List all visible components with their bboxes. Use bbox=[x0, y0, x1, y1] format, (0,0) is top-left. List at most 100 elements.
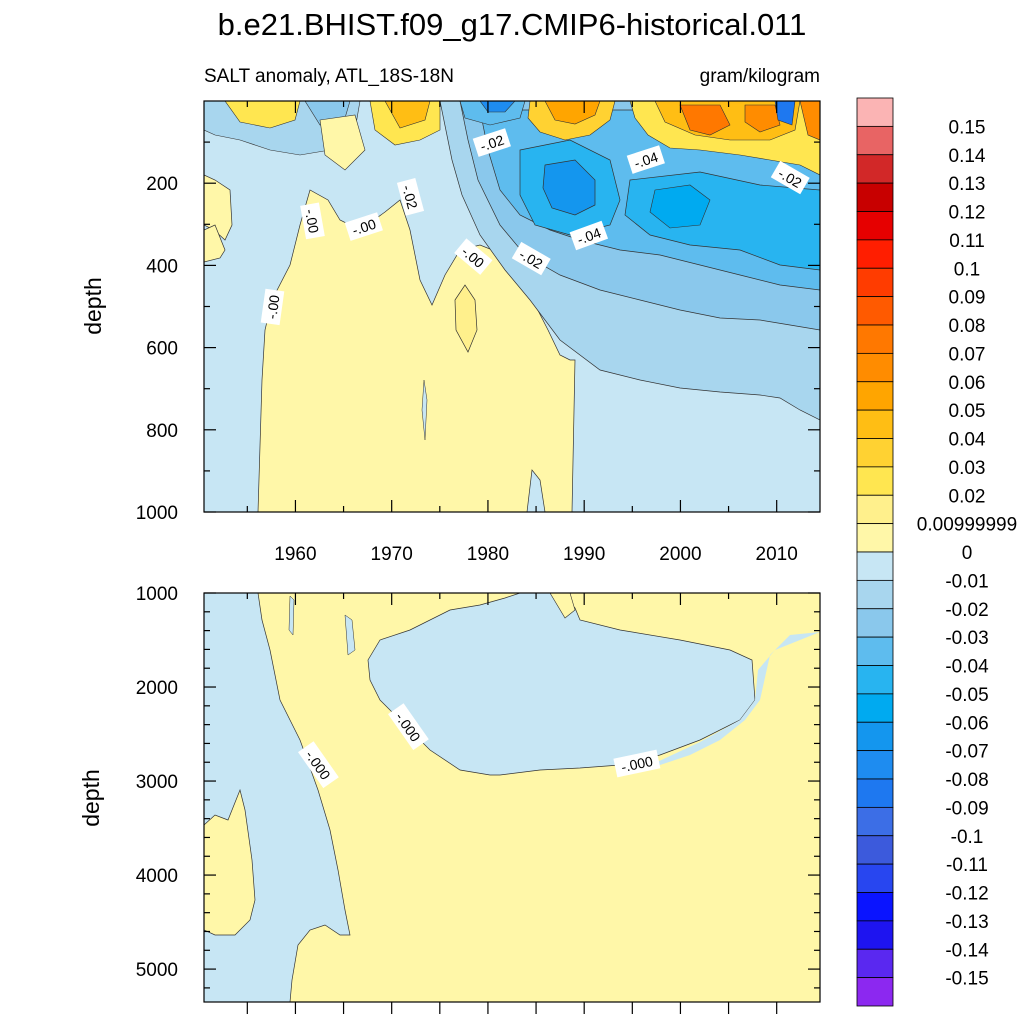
svg-text:-.04: -.04 bbox=[575, 224, 603, 247]
colorbar-label: 0.07 bbox=[949, 344, 986, 365]
colorbar-swatch bbox=[856, 182, 894, 212]
bottom-neg-thin bbox=[288, 595, 295, 636]
colorbar-label: 0.1 bbox=[954, 259, 980, 280]
colorbar-label: 0.05 bbox=[949, 401, 986, 422]
colorbar-swatch bbox=[856, 409, 894, 439]
colorbar-label: -0.03 bbox=[945, 628, 988, 649]
svg-text:-.04: -.04 bbox=[632, 149, 660, 172]
x-tick-label: 1970 bbox=[371, 544, 413, 565]
colorbar-swatch bbox=[856, 97, 894, 127]
colorbar-swatch bbox=[856, 977, 894, 1007]
top-y-axis: 200 400 600 800 1000 bbox=[136, 141, 820, 524]
colorbar-swatch bbox=[856, 665, 894, 695]
contour-label: -.00 bbox=[300, 202, 325, 240]
y-tick-label: 3000 bbox=[136, 772, 178, 793]
colorbar-swatch bbox=[856, 125, 894, 156]
svg-text:-.00: -.00 bbox=[263, 294, 282, 320]
bottom-plot-frame bbox=[203, 592, 821, 1003]
top-small-positive-blob bbox=[454, 284, 478, 353]
y-tick-label: 600 bbox=[146, 339, 178, 360]
svg-text:-.02: -.02 bbox=[478, 132, 506, 155]
x-tick-label: 1960 bbox=[274, 544, 316, 565]
colorbar-swatch bbox=[856, 721, 894, 752]
colorbar-swatch bbox=[856, 636, 894, 666]
colorbar-label: -0.01 bbox=[945, 571, 988, 592]
top-neg-core-1-inner bbox=[542, 159, 596, 216]
colorbar-swatch bbox=[856, 381, 894, 411]
colorbar-label: 0.15 bbox=[949, 117, 986, 138]
x-tick-label: 2010 bbox=[756, 544, 798, 565]
colorbar-swatch bbox=[856, 267, 894, 298]
bottom-y-axis-label: depth bbox=[78, 769, 104, 827]
colorbar-label: -0.13 bbox=[945, 912, 988, 933]
bottom-pos-left-patch bbox=[204, 788, 256, 936]
colorbar-label: -0.15 bbox=[945, 969, 988, 990]
y-tick-label: 200 bbox=[146, 174, 178, 195]
top-surface-pos-2d bbox=[744, 104, 781, 133]
x-tick-label: 2000 bbox=[659, 544, 701, 565]
colorbar-label: 0.00999999 bbox=[917, 515, 1017, 536]
colorbar-label: 0.06 bbox=[949, 373, 986, 394]
y-tick-label: 800 bbox=[146, 421, 178, 442]
colorbar-swatch bbox=[856, 693, 894, 723]
contour-label: -.04 bbox=[626, 145, 665, 174]
colorbar-swatch bbox=[856, 239, 894, 269]
colorbar-label: -0.05 bbox=[945, 685, 988, 706]
top-positive-region bbox=[257, 189, 576, 512]
colorbar-label: 0.02 bbox=[949, 486, 986, 507]
top-negative-patch bbox=[526, 469, 546, 512]
colorbar-swatch bbox=[856, 466, 894, 496]
colorbar-label: -0.09 bbox=[945, 798, 988, 819]
svg-text:-.00: -.00 bbox=[350, 216, 378, 239]
top-contour-plot bbox=[204, 101, 820, 512]
y-tick-label: 4000 bbox=[136, 866, 178, 887]
top-surface-pos-3b bbox=[384, 101, 431, 129]
colorbar-label: 0.04 bbox=[949, 430, 986, 451]
colorbar-label: -0.07 bbox=[945, 742, 988, 763]
bottom-x-axis bbox=[246, 593, 778, 1014]
colorbar-swatch bbox=[856, 778, 894, 808]
colorbar-label: 0.11 bbox=[949, 231, 985, 252]
contour-label: -.04 bbox=[569, 220, 609, 251]
svg-text:-.000: -.000 bbox=[620, 753, 655, 775]
top-surface-pos-5 bbox=[319, 114, 366, 171]
contour-label: -.02 bbox=[472, 128, 511, 157]
colorbar-swatch bbox=[856, 352, 894, 383]
colorbar-swatch bbox=[856, 863, 894, 893]
colorbar-label: -0.06 bbox=[945, 713, 988, 734]
top-surface-pos-4 bbox=[224, 101, 301, 129]
colorbar-swatch bbox=[856, 608, 894, 638]
contour-label: -.00 bbox=[260, 288, 285, 326]
colorbar-swatch bbox=[856, 948, 894, 979]
y-tick-label: 2000 bbox=[136, 678, 178, 699]
bottom-y-axis: 1000 2000 3000 4000 5000 bbox=[136, 584, 820, 989]
top-subtitle-right: gram/kilogram bbox=[700, 66, 820, 87]
top-surface-pos-1b bbox=[544, 101, 601, 125]
colorbar-swatch bbox=[856, 154, 894, 184]
y-tick-label: 400 bbox=[146, 256, 178, 277]
colorbar-swatch bbox=[856, 296, 894, 326]
y-tick-label: 1000 bbox=[136, 584, 178, 605]
top-left-positive-patch bbox=[204, 174, 233, 241]
colorbar-label: 0.09 bbox=[949, 288, 986, 309]
top-x-axis: 1960 1970 1980 1990 2000 2010 bbox=[246, 101, 798, 565]
colorbar-label: 0.12 bbox=[949, 203, 986, 224]
bottom-neg-small bbox=[344, 614, 356, 656]
colorbar-label: -0.04 bbox=[945, 657, 989, 678]
svg-text:-.00: -.00 bbox=[302, 208, 322, 235]
x-tick-label: 1980 bbox=[467, 544, 509, 565]
colorbar-label: 0.08 bbox=[949, 316, 986, 337]
colorbar-swatch bbox=[856, 806, 894, 837]
colorbar-label: 0.14 bbox=[949, 146, 986, 167]
colorbar-label: 0 bbox=[962, 543, 973, 564]
colorbar-label: 0.03 bbox=[949, 458, 986, 479]
bottom-pos-top-notch bbox=[549, 593, 576, 619]
x-tick-label: 1990 bbox=[563, 544, 605, 565]
colorbar-label: -0.02 bbox=[945, 600, 988, 621]
colorbar-label: -0.14 bbox=[945, 940, 989, 961]
top-surface-pos-2e bbox=[799, 101, 820, 141]
colorbar-label: -0.12 bbox=[945, 884, 988, 905]
colorbar: 0.15 0.14 0.13 0.12 0.11 0.1 0.09 0.08 0.07 0.06 0… bbox=[856, 97, 1017, 1007]
y-tick-label: 5000 bbox=[136, 960, 178, 981]
